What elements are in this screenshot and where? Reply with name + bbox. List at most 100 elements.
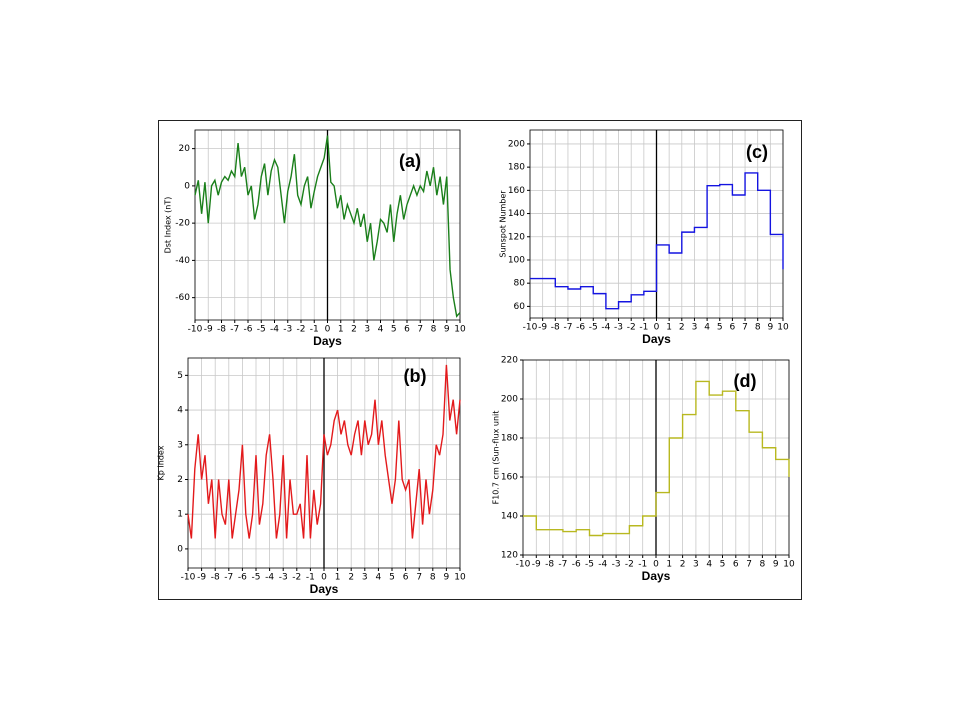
x-tick-label: 1 [335, 573, 341, 583]
x-tick-label: 8 [755, 323, 761, 333]
x-tick-label: 10 [783, 560, 795, 570]
x-tick-label: -8 [545, 560, 554, 570]
x-tick-label: -6 [576, 323, 585, 333]
panel-label: (c) [746, 142, 768, 162]
y-tick-label: 100 [508, 255, 525, 265]
y-tick-label: 0 [184, 181, 190, 191]
y-tick-label: -40 [175, 256, 190, 266]
x-tick-label: 7 [746, 560, 752, 570]
x-tick-label: -1 [306, 573, 315, 583]
x-tick-label: 9 [767, 323, 773, 333]
x-tick-label: 4 [378, 325, 384, 335]
y-axis-label: F10.7 cm (Sun-flux unit [492, 411, 501, 505]
x-tick-label: 8 [431, 325, 437, 335]
x-tick-label: 2 [351, 325, 357, 335]
x-tick-label: 10 [777, 323, 789, 333]
x-tick-label: 4 [706, 560, 712, 570]
x-tick-label: -5 [589, 323, 598, 333]
x-tick-label: -2 [627, 323, 636, 333]
x-tick-label: -5 [585, 560, 594, 570]
y-tick-label: 160 [501, 473, 518, 483]
x-tick-label: 0 [325, 325, 331, 335]
x-tick-label: -6 [244, 325, 253, 335]
x-tick-label: 7 [417, 325, 423, 335]
x-tick-label: 6 [730, 323, 736, 333]
x-tick-label: 6 [403, 573, 409, 583]
x-tick-label: -6 [572, 560, 581, 570]
y-tick-label: -20 [175, 219, 190, 229]
x-tick-label: 6 [733, 560, 739, 570]
x-tick-label: -3 [279, 573, 288, 583]
y-tick-label: 1 [177, 510, 183, 520]
x-tick-label: 3 [692, 323, 698, 333]
x-tick-label: -4 [598, 560, 607, 570]
x-tick-label: 10 [454, 573, 466, 583]
x-tick-label: 9 [773, 560, 779, 570]
data-line [523, 380, 790, 537]
x-tick-label: -3 [612, 560, 621, 570]
x-tick-label: 7 [416, 573, 422, 583]
y-tick-label: 180 [501, 434, 518, 444]
panel-label: (b) [404, 366, 427, 386]
x-tick-label: 7 [742, 323, 748, 333]
x-tick-label: -7 [224, 573, 233, 583]
x-tick-label: 2 [679, 323, 685, 333]
y-tick-label: 2 [177, 475, 183, 485]
x-tick-label: 3 [364, 325, 370, 335]
x-tick-label: -10 [516, 560, 531, 570]
data-line [187, 364, 461, 539]
x-tick-label: 9 [444, 573, 450, 583]
x-tick-label: -7 [558, 560, 567, 570]
y-axis-label: Dst Index (nT) [164, 197, 173, 254]
y-axis-label: Sunspot Number [499, 190, 508, 258]
y-tick-label: 200 [508, 139, 525, 149]
x-tick-label: 3 [693, 560, 699, 570]
y-tick-label: 140 [508, 209, 525, 219]
y-tick-label: 140 [501, 512, 518, 522]
x-tick-label: 9 [444, 325, 450, 335]
x-tick-label: -5 [257, 325, 266, 335]
y-tick-label: 4 [177, 406, 183, 416]
x-tick-label: -3 [283, 325, 292, 335]
x-tick-label: 2 [680, 560, 686, 570]
x-tick-label: 3 [362, 573, 368, 583]
x-tick-label: 10 [454, 325, 466, 335]
x-tick-label: 6 [404, 325, 410, 335]
panel-label: (a) [399, 151, 421, 171]
x-tick-label: -6 [238, 573, 247, 583]
x-tick-label: -8 [211, 573, 220, 583]
x-tick-label: -1 [638, 560, 647, 570]
x-axis-label: Days [642, 332, 671, 346]
x-tick-label: -5 [252, 573, 261, 583]
x-tick-label: 0 [321, 573, 327, 583]
y-tick-label: 200 [501, 395, 518, 405]
x-tick-label: -1 [310, 325, 319, 335]
x-tick-label: 4 [704, 323, 710, 333]
x-tick-label: -2 [292, 573, 301, 583]
x-tick-label: -7 [563, 323, 572, 333]
x-tick-label: 5 [389, 573, 395, 583]
y-axis-label: Kp Index [157, 445, 166, 480]
x-tick-label: 5 [720, 560, 726, 570]
x-tick-label: 5 [717, 323, 723, 333]
x-tick-label: -8 [551, 323, 560, 333]
y-tick-label: 5 [177, 371, 183, 381]
x-tick-label: -4 [601, 323, 610, 333]
x-tick-label: -9 [204, 325, 213, 335]
x-tick-label: 2 [348, 573, 354, 583]
data-line [530, 172, 784, 310]
y-tick-label: 80 [514, 279, 526, 289]
y-tick-label: 180 [508, 163, 525, 173]
x-tick-label: -10 [181, 573, 196, 583]
x-tick-label: 1 [338, 325, 344, 335]
x-tick-label: -3 [614, 323, 623, 333]
data-line [194, 135, 461, 318]
x-tick-label: -7 [230, 325, 239, 335]
x-tick-label: -2 [297, 325, 306, 335]
y-tick-label: 120 [501, 551, 518, 561]
x-axis-label: Days [310, 582, 339, 596]
y-tick-label: -60 [175, 293, 190, 303]
x-axis-label: Days [313, 334, 342, 348]
